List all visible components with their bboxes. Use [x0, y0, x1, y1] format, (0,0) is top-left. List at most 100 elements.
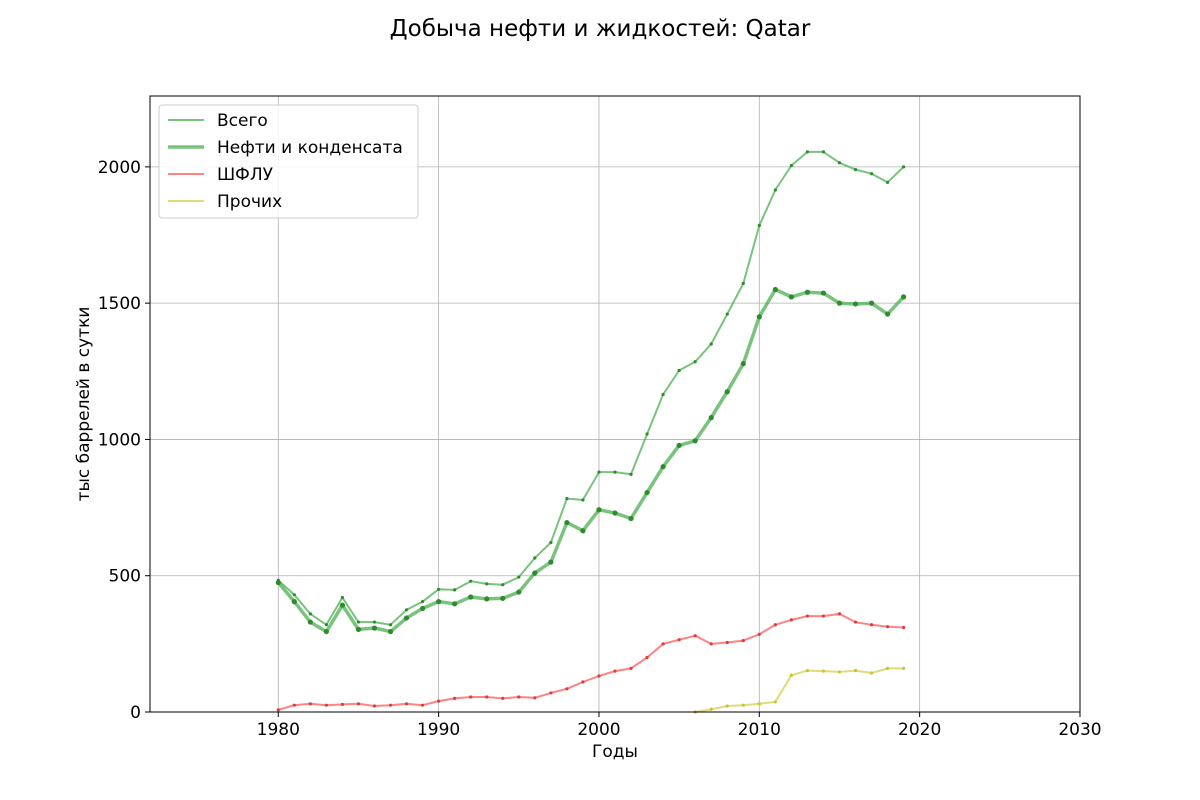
y-tick-label: 0 [130, 703, 141, 723]
legend-entry-label: ШФЛУ [217, 165, 274, 185]
data-point [644, 489, 650, 496]
data-point [387, 628, 394, 635]
data-point [372, 620, 377, 624]
data-point [677, 638, 681, 642]
x-tick-label: 2030 [1058, 720, 1101, 740]
plot-frame [149, 95, 1081, 713]
data-point [709, 642, 713, 646]
data-point [869, 623, 874, 627]
data-point [291, 599, 297, 605]
series-line [278, 612, 904, 711]
y-tick-label: 500 [109, 567, 141, 587]
data-point [501, 696, 505, 700]
data-point [308, 702, 312, 706]
data-point [388, 703, 393, 707]
data-point [292, 593, 296, 597]
data-point [628, 515, 634, 522]
x-tick-label: 2000 [577, 720, 620, 740]
data-point [693, 634, 697, 638]
data-point [772, 286, 778, 293]
data-point [821, 669, 826, 673]
data-point [725, 312, 729, 316]
data-point [708, 415, 714, 421]
legend-entry-label: Прочих [217, 192, 282, 212]
data-point [548, 559, 554, 565]
x-axis-label: Годы [592, 742, 638, 762]
data-point [741, 638, 745, 643]
data-point [597, 470, 601, 474]
data-point [612, 510, 618, 516]
data-point [757, 223, 761, 228]
x-tick-label: 2020 [898, 720, 941, 740]
data-point [645, 655, 649, 660]
data-point [533, 696, 537, 700]
data-point [307, 619, 313, 625]
data-point [419, 605, 426, 612]
data-point [773, 188, 777, 192]
data-point [692, 438, 698, 444]
x-axis-ticks: 1980 1990 2000 2010 2020 2030 [257, 712, 1102, 740]
data-point [902, 625, 906, 630]
data-point [420, 703, 425, 707]
data-point [902, 666, 906, 670]
data-point [581, 498, 585, 502]
data-point [756, 314, 762, 320]
y-axis-ticks: 0 500 1000 1500 2000 [98, 158, 150, 723]
data-point [853, 668, 858, 673]
data-point [789, 618, 793, 622]
data-point [340, 702, 345, 706]
y-axis-label: тыс баррелей в сутки [74, 307, 94, 502]
series-1 [276, 150, 906, 627]
data-point [517, 695, 521, 699]
data-point [885, 180, 890, 185]
y-tick-label: 2000 [98, 158, 141, 178]
data-point [564, 519, 570, 526]
data-point [869, 671, 874, 675]
data-point [500, 595, 506, 601]
data-point [805, 150, 810, 154]
data-point [836, 300, 843, 306]
data-point [757, 632, 761, 636]
data-point [580, 528, 586, 534]
data-point [452, 601, 458, 607]
data-point [661, 642, 665, 646]
data-point [661, 392, 665, 397]
data-point [356, 620, 361, 624]
data-point [469, 695, 473, 699]
data-point [484, 596, 490, 602]
data-point [821, 150, 826, 154]
data-point [820, 290, 827, 296]
y-tick-label: 1000 [98, 430, 141, 450]
data-point [709, 707, 713, 711]
data-point [355, 626, 362, 633]
data-point [740, 361, 746, 367]
data-point [613, 470, 617, 474]
data-point [581, 680, 585, 684]
data-point [516, 589, 522, 595]
series-4 [693, 666, 906, 714]
legend-entry-label: Нефти и конденсата [217, 138, 403, 158]
data-point [885, 666, 890, 670]
data-point [757, 702, 761, 706]
data-point [356, 702, 361, 706]
data-point [852, 301, 859, 307]
data-point [629, 472, 633, 476]
data-point [645, 432, 649, 436]
series-3 [276, 612, 906, 712]
series-layer [275, 150, 907, 714]
data-point [501, 583, 505, 587]
data-point [773, 623, 777, 627]
series-line [276, 287, 905, 634]
x-tick-label: 1990 [417, 720, 460, 740]
data-point [404, 608, 409, 612]
data-point [437, 587, 441, 591]
data-point [292, 703, 296, 707]
series-line [277, 150, 905, 626]
legend-box [158, 104, 419, 219]
data-point [724, 389, 730, 395]
data-point [388, 623, 393, 627]
chart-title: Добыча нефти и жидкостей: Qatar [390, 16, 811, 42]
data-point [404, 702, 409, 706]
data-point [741, 281, 745, 286]
data-point [868, 300, 875, 306]
